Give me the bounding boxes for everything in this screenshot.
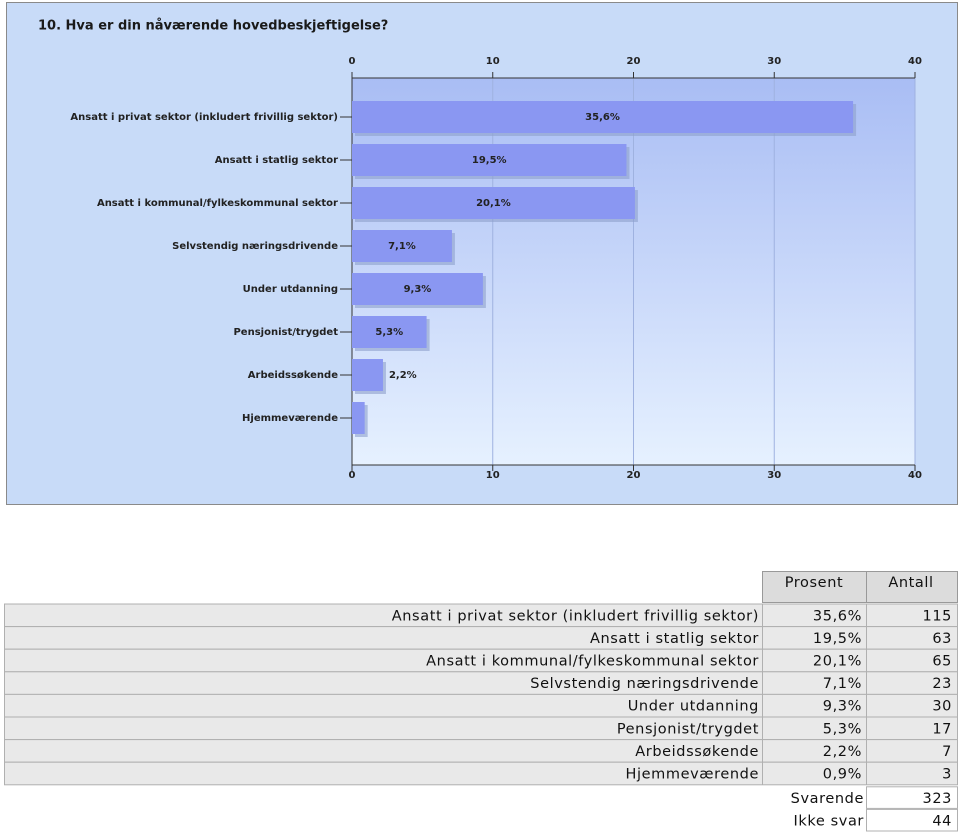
- bar: [352, 230, 452, 262]
- row-count: 7: [942, 744, 952, 760]
- x-tick-label: 0: [349, 56, 356, 67]
- row-count: 30: [932, 699, 952, 715]
- x-tick-label: 40: [908, 56, 922, 67]
- data-label: 20,1%: [476, 198, 511, 209]
- x-tick-label: 30: [767, 470, 781, 481]
- summary-label: Ikke svar: [794, 814, 864, 830]
- row-label: Ansatt i kommunal/fylkeskommunal sektor: [426, 654, 759, 670]
- y-tick-label: Ansatt i privat sektor (inkludert frivil…: [70, 112, 338, 123]
- table-row-bg: [4, 671, 958, 695]
- data-label: 2,2%: [389, 370, 417, 381]
- x-tick-label: 10: [486, 56, 500, 67]
- bar: [352, 273, 483, 305]
- table-header: Antall: [888, 575, 933, 591]
- chart-title: 10. Hva er din nåværende hovedbeskjeftig…: [38, 19, 388, 34]
- row-percent: 2,2%: [823, 744, 862, 760]
- row-count: 63: [932, 631, 952, 647]
- x-tick-label: 30: [767, 56, 781, 67]
- data-label: 5,3%: [375, 327, 403, 338]
- row-count: 65: [932, 654, 952, 670]
- row-percent: 19,5%: [813, 631, 862, 647]
- summary-count: 323: [923, 791, 952, 807]
- y-tick-label: Ansatt i statlig sektor: [215, 155, 338, 166]
- row-count: 23: [932, 676, 952, 692]
- x-tick-label: 20: [627, 56, 641, 67]
- row-label: Arbeidssøkende: [635, 744, 759, 760]
- table-row-bg: [4, 761, 958, 786]
- row-percent: 5,3%: [823, 721, 862, 737]
- data-label: 35,6%: [585, 112, 620, 123]
- x-tick-label: 20: [627, 470, 641, 481]
- data-label: 19,5%: [472, 155, 507, 166]
- row-label: Pensjonist/trygdet: [617, 721, 759, 737]
- bar: [352, 316, 427, 348]
- table-header-bg: [762, 571, 958, 603]
- summary-label: Svarende: [791, 791, 864, 807]
- y-tick-label: Selvstendig næringsdrivende: [172, 241, 338, 252]
- summary-count: 44: [932, 814, 952, 830]
- row-label: Ansatt i privat sektor (inkludert frivil…: [392, 608, 759, 624]
- bar: [352, 402, 365, 434]
- y-tick-label: Ansatt i kommunal/fylkeskommunal sektor: [97, 198, 338, 209]
- bar: [352, 187, 635, 219]
- row-label: Under utdanning: [628, 699, 759, 715]
- row-percent: 20,1%: [813, 654, 862, 670]
- row-percent: 7,1%: [823, 676, 862, 692]
- row-percent: 0,9%: [823, 767, 862, 783]
- row-percent: 9,3%: [823, 699, 862, 715]
- x-tick-label: 0: [349, 470, 356, 481]
- summary-cell: [866, 786, 958, 809]
- y-tick-label: Pensjonist/trygdet: [233, 327, 338, 338]
- table-row-bg: [4, 693, 958, 718]
- table-header: Prosent: [785, 575, 844, 591]
- y-tick-label: Arbeidssøkende: [248, 370, 338, 381]
- row-label: Hjemmeværende: [625, 767, 759, 783]
- bar: [352, 101, 854, 133]
- table-row-bg: [4, 739, 958, 763]
- y-tick-label: Under utdanning: [243, 284, 338, 295]
- bar: [352, 359, 383, 391]
- data-label: 9,3%: [404, 284, 432, 295]
- row-label: Selvstendig næringsdrivende: [530, 676, 759, 692]
- summary-cell: [866, 808, 958, 832]
- x-tick-label: 10: [486, 470, 500, 481]
- table-row-bg: [4, 716, 958, 741]
- row-percent: 35,6%: [813, 608, 862, 624]
- bar: [352, 144, 627, 176]
- x-tick-label: 40: [908, 470, 922, 481]
- y-tick-label: Hjemmeværende: [242, 413, 338, 424]
- row-label: Ansatt i statlig sektor: [590, 631, 759, 647]
- row-count: 115: [923, 608, 952, 624]
- row-count: 3: [942, 767, 952, 783]
- data-label: 7,1%: [388, 241, 416, 252]
- row-count: 17: [932, 721, 952, 737]
